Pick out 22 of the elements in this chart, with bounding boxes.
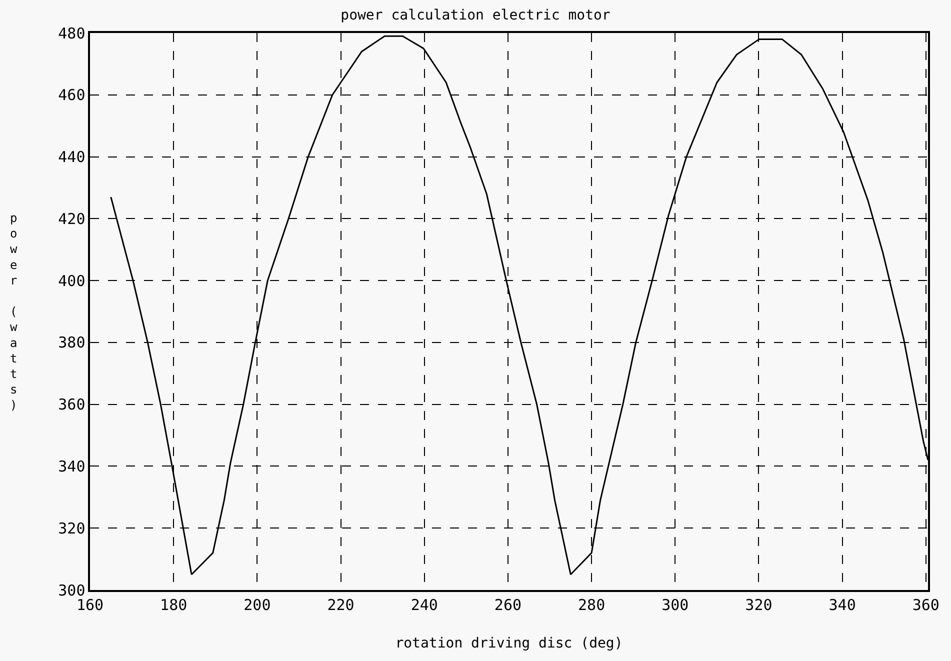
x-tick-label: 260 [494, 596, 522, 614]
x-tick-label: 200 [244, 596, 271, 614]
y-tick-label: 380 [58, 334, 86, 352]
y-tick-label: 320 [58, 519, 86, 538]
y-tick-label: 400 [58, 272, 86, 290]
x-tick-label: 180 [160, 596, 188, 614]
y-tick-label: 440 [58, 148, 86, 166]
y-tick-label: 420 [58, 210, 86, 228]
x-tick-label: 220 [327, 596, 354, 614]
y-tick-label: 460 [58, 86, 86, 104]
x-tick-label: 360 [912, 596, 940, 614]
x-tick-label: 300 [662, 596, 689, 614]
y-tick-label: 360 [58, 396, 86, 414]
x-axis-title: rotation driving disc (deg) [395, 636, 623, 652]
chart-title: power calculation electric motor [340, 8, 610, 24]
x-tick-label: 280 [578, 596, 606, 614]
y-tick-label: 340 [58, 457, 86, 476]
x-tick-label: 240 [410, 596, 438, 614]
text: power (watts) [10, 211, 18, 412]
x-tick-label: 340 [828, 596, 856, 614]
x-tick-label: 320 [745, 596, 772, 614]
y-tick-label: 480 [58, 24, 86, 42]
